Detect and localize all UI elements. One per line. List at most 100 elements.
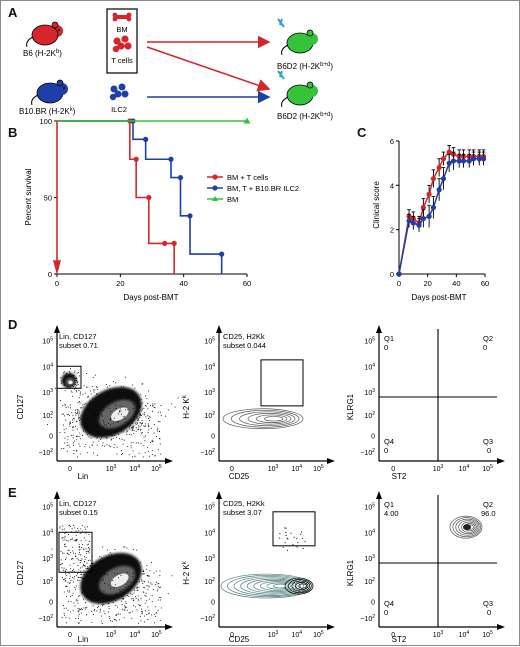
event-dot — [83, 565, 85, 566]
event-dot — [138, 622, 139, 624]
event-dot — [148, 586, 150, 588]
event-dot — [122, 589, 124, 590]
event-dot — [140, 561, 141, 563]
d2-xlabel: CD25 — [229, 472, 250, 481]
event-dot — [51, 548, 53, 550]
event-dot — [134, 387, 136, 389]
event-dot — [61, 617, 63, 618]
event-dot — [83, 548, 85, 550]
event-dot — [153, 572, 155, 574]
event-dot — [78, 436, 80, 437]
score-point — [440, 176, 447, 182]
flow-x-tick-label: 104 — [129, 630, 140, 639]
event-dot — [112, 435, 114, 436]
event-dot — [132, 407, 134, 409]
b10-mouse-icon — [31, 79, 68, 106]
tick-exponent: 2 — [372, 448, 375, 454]
event-dot — [71, 528, 73, 530]
event-dot — [75, 540, 77, 542]
event-dot — [147, 575, 149, 577]
event-dot — [131, 598, 133, 600]
y-axis-label: Percent survival — [24, 168, 33, 225]
event-dot — [148, 609, 150, 611]
event-dot — [86, 596, 88, 597]
event-dot — [159, 620, 161, 621]
event-dot — [155, 612, 157, 614]
gate-lin-cd127 — [56, 365, 82, 389]
event-dot — [88, 550, 90, 552]
event-dot — [75, 409, 76, 411]
event-dot — [60, 400, 61, 401]
event-dot — [110, 439, 112, 441]
event-dot — [144, 405, 146, 406]
event-dot — [88, 534, 90, 535]
event-dot — [139, 422, 141, 423]
event-dot — [78, 569, 80, 571]
event-dot — [154, 403, 156, 405]
event-dot — [116, 421, 118, 423]
event-dot — [76, 421, 78, 423]
event-dot — [67, 406, 69, 408]
event-dot — [147, 415, 149, 417]
event-dot — [122, 443, 124, 445]
event-dot — [94, 389, 96, 391]
flow-y-tick-label: 0 — [371, 433, 375, 440]
event-dot — [78, 375, 80, 377]
score-point — [446, 149, 452, 155]
event-dot — [75, 413, 77, 414]
cd25-contour — [253, 580, 298, 593]
event-dot — [72, 415, 74, 417]
event-dot — [304, 541, 306, 543]
event-dot — [59, 432, 61, 433]
event-dot — [72, 427, 74, 428]
tick-exponent: 2 — [212, 577, 215, 583]
event-dot — [119, 438, 120, 440]
flow-x-tick-label: 0 — [230, 466, 234, 473]
legend-marker-3 — [212, 196, 218, 201]
event-dot — [152, 410, 153, 412]
event-dot — [116, 446, 118, 448]
event-dot — [128, 433, 130, 435]
event-dot — [123, 609, 125, 611]
tick-exponent: 4 — [137, 630, 140, 636]
event-dot — [76, 435, 78, 437]
event-dot — [96, 387, 98, 388]
flow-y-tick-label: −102 — [38, 614, 53, 623]
event-dot — [95, 414, 96, 416]
cd25-contour-dense — [291, 580, 311, 592]
event-dot — [114, 573, 116, 575]
event-dot — [148, 455, 150, 457]
flow-y-arrow — [376, 491, 382, 499]
event-dot — [73, 453, 75, 454]
e3-xlabel: ST2 — [392, 635, 407, 644]
event-dot — [133, 425, 135, 427]
d2-gate-subset: subset 0.044 — [223, 341, 266, 350]
event-dot — [80, 560, 82, 562]
event-dot — [138, 586, 140, 588]
event-dot — [87, 568, 88, 569]
event-dot — [79, 391, 81, 393]
score-point — [456, 158, 462, 164]
event-dot — [145, 435, 147, 437]
event-dot — [71, 558, 73, 560]
event-dot — [77, 615, 79, 617]
event-dot — [87, 396, 89, 398]
label-b10: B10.BR (H-2Kk) — [19, 107, 76, 116]
event-dot — [160, 415, 162, 417]
event-dot — [74, 440, 75, 442]
event-dot — [66, 387, 68, 389]
event-dot — [87, 418, 89, 419]
event-dot — [138, 600, 140, 602]
event-dot — [112, 437, 114, 439]
event-dot — [68, 591, 70, 593]
event-dot — [66, 553, 68, 554]
tick-exponent: 3 — [372, 554, 375, 560]
event-dot — [105, 424, 107, 426]
x-tick-label: 40 — [179, 279, 187, 288]
event-dot — [156, 436, 157, 437]
event-dot — [123, 439, 125, 441]
flow-y-tick-label: −102 — [38, 448, 53, 457]
event-dot — [80, 407, 82, 409]
event-dot — [66, 450, 68, 452]
flow-y-tick-label: 104 — [204, 528, 215, 537]
